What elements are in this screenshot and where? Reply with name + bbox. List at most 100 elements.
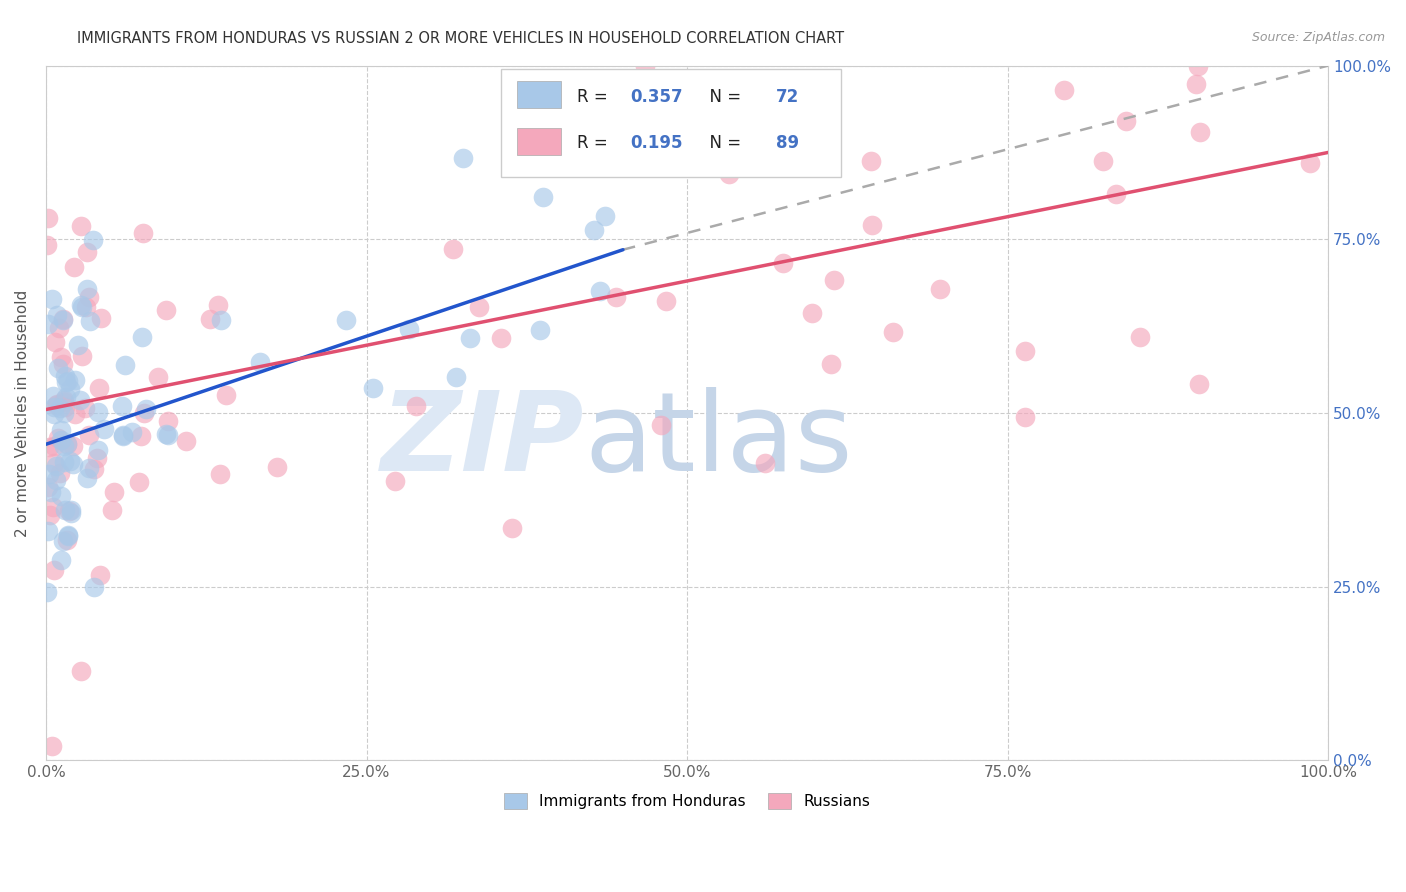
Point <box>59 454 82 468</box>
Point <box>87 443 110 458</box>
Point <box>52 455 75 469</box>
Point <box>41 739 63 754</box>
Point <box>121 425 143 439</box>
Point <box>531 190 554 204</box>
Point <box>1129 330 1152 344</box>
FancyBboxPatch shape <box>501 69 841 177</box>
Point <box>882 325 904 339</box>
Point <box>86 450 108 465</box>
Point <box>823 273 845 287</box>
Point <box>93 422 115 436</box>
Point <box>634 59 657 73</box>
Text: N =: N = <box>699 135 747 153</box>
Point <box>70 298 93 312</box>
Point <box>1188 376 1211 391</box>
Point <box>128 475 150 489</box>
Text: R =: R = <box>576 88 613 106</box>
Point <box>69 219 91 234</box>
Point <box>65 407 87 421</box>
Point <box>361 381 384 395</box>
Point <box>174 434 197 448</box>
Point <box>37 317 59 331</box>
Point <box>37 211 59 226</box>
Point <box>44 400 66 414</box>
Point <box>37 238 59 252</box>
Point <box>335 313 357 327</box>
Point <box>52 312 75 326</box>
Point <box>1115 113 1137 128</box>
Point <box>53 401 76 415</box>
Point <box>37 585 59 599</box>
Text: 0.357: 0.357 <box>631 88 683 106</box>
Point <box>56 528 79 542</box>
Point <box>53 394 76 409</box>
Point <box>55 390 77 404</box>
Y-axis label: 2 or more Vehicles in Household: 2 or more Vehicles in Household <box>15 289 30 537</box>
Point <box>131 330 153 344</box>
Text: Source: ZipAtlas.com: Source: ZipAtlas.com <box>1251 31 1385 45</box>
Point <box>72 300 94 314</box>
Point <box>59 382 82 396</box>
Point <box>51 423 73 437</box>
Point <box>87 404 110 418</box>
FancyBboxPatch shape <box>516 81 561 108</box>
Point <box>129 429 152 443</box>
Point <box>49 434 72 448</box>
Point <box>446 370 468 384</box>
Point <box>42 407 65 421</box>
Text: IMMIGRANTS FROM HONDURAS VS RUSSIAN 2 OR MORE VEHICLES IN HOUSEHOLD CORRELATION : IMMIGRANTS FROM HONDURAS VS RUSSIAN 2 OR… <box>77 31 845 46</box>
Point <box>458 330 481 344</box>
Point <box>157 428 180 442</box>
Point <box>468 300 491 314</box>
Point <box>49 489 72 503</box>
Point <box>1299 156 1322 170</box>
Point <box>398 321 420 335</box>
Point <box>489 331 512 345</box>
Point <box>131 226 153 240</box>
Point <box>38 440 60 454</box>
Point <box>49 401 72 416</box>
Point <box>45 398 67 412</box>
Point <box>49 467 72 481</box>
Point <box>45 473 67 487</box>
Point <box>37 480 59 494</box>
Point <box>77 428 100 442</box>
Point <box>52 392 75 407</box>
Point <box>249 354 271 368</box>
Point <box>1053 82 1076 96</box>
Point <box>58 504 80 518</box>
Point <box>53 369 76 384</box>
Point <box>62 439 84 453</box>
Point <box>111 429 134 443</box>
Point <box>45 458 67 473</box>
Point <box>266 460 288 475</box>
Point <box>801 306 824 320</box>
FancyBboxPatch shape <box>516 128 561 154</box>
Point <box>48 321 70 335</box>
Point <box>155 427 177 442</box>
Point <box>49 351 72 365</box>
Point <box>44 456 66 470</box>
Point <box>70 350 93 364</box>
Point <box>69 664 91 678</box>
Point <box>529 323 551 337</box>
Point <box>860 218 883 232</box>
Point <box>1187 59 1209 73</box>
Point <box>49 552 72 566</box>
Point <box>55 375 77 389</box>
Point <box>52 357 75 371</box>
Point <box>778 89 800 103</box>
Point <box>41 500 63 514</box>
Point <box>52 534 75 549</box>
Point <box>111 399 134 413</box>
Point <box>76 282 98 296</box>
Point <box>1091 154 1114 169</box>
Point <box>156 414 179 428</box>
Point <box>42 563 65 577</box>
Point <box>405 399 427 413</box>
Point <box>39 485 62 500</box>
Point <box>39 508 62 522</box>
Point <box>79 314 101 328</box>
Point <box>56 374 79 388</box>
Text: 72: 72 <box>776 88 799 106</box>
